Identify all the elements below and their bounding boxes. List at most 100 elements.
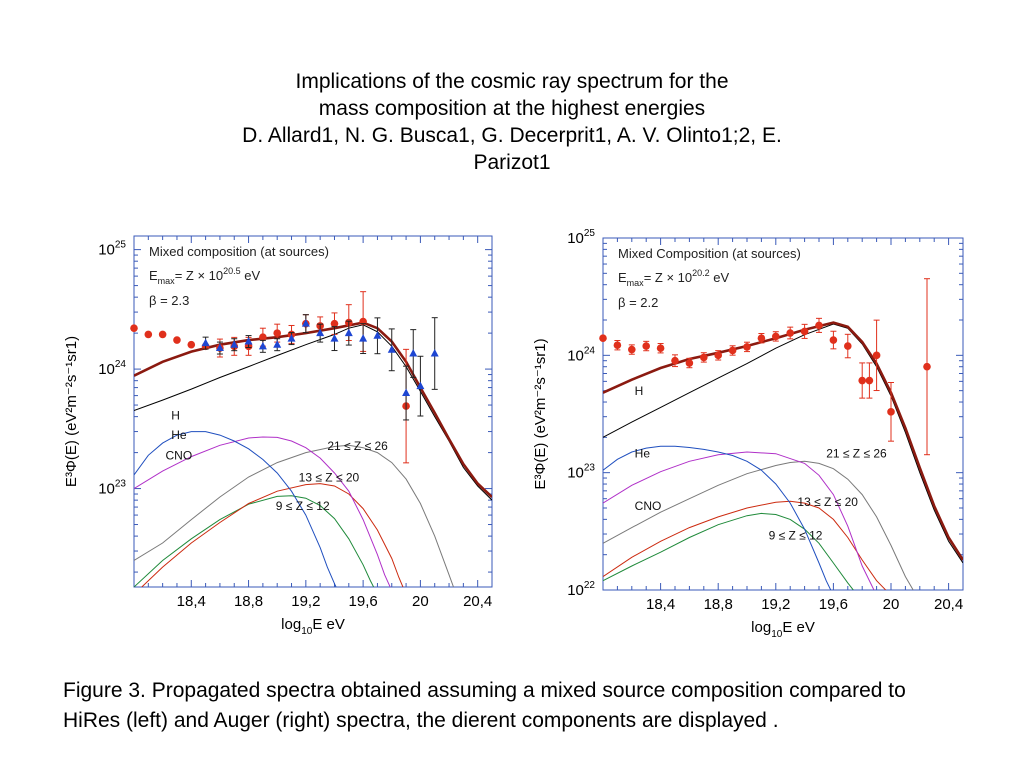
data-point-blue [301,319,310,327]
x-tick-label: 19,2 [761,596,790,613]
slide-title: Implications of the cosmic ray spectrum … [120,68,904,176]
data-point-red [844,342,852,350]
y-tick-label: 1022 [567,580,595,599]
series-line-He [134,431,337,587]
y-tick-label: 1025 [567,228,595,247]
component-label: 21 ≤ Z ≤ 26 [826,446,887,460]
series-line-Mg [134,495,375,587]
series-line-total [134,321,492,498]
series-line-CNO [134,436,391,587]
series-line-Si [141,483,404,587]
data-point-blue [215,343,224,352]
data-point-blue [287,334,296,342]
x-axis-label: log10E eV [281,616,345,637]
data-point-blue [373,331,382,339]
data-point-red [259,333,267,341]
series-line-H [603,323,963,564]
data-point-red [642,342,650,350]
data-point-red [757,334,766,342]
legend-beta: β = 2.2 [618,295,658,310]
data-point-blue [201,338,210,347]
data-point-blue [258,341,267,350]
component-label: 13 ≤ Z ≤ 20 [797,495,858,509]
data-point-red [772,332,780,341]
x-tick-label: 18,4 [646,596,675,613]
x-tick-label: 19,2 [291,593,320,610]
component-label: He [635,446,651,460]
y-tick-label: 1024 [98,359,126,378]
series-line-Fe [134,444,455,587]
component-label: He [171,428,187,442]
data-point-red [872,351,881,360]
data-point-red [858,376,866,385]
data-point-red [728,346,737,355]
data-point-red [786,329,794,337]
data-point-blue [359,334,368,342]
data-point-red [130,324,138,332]
y-axis-label: E³Φ(E) (eV²m⁻²s⁻¹sr1) [532,338,549,489]
component-label: 13 ≤ Z ≤ 20 [299,470,360,484]
data-point-red [330,319,339,328]
legend-emax: Emax= Z × 1020.2 eV [618,268,729,288]
component-label: H [635,384,644,398]
data-point-red [865,376,874,385]
component-label: H [171,408,180,422]
data-point-blue [387,345,396,353]
data-point-red [158,330,167,339]
data-point-blue [402,388,411,397]
legend-title: Mixed Composition (at sources) [618,246,801,261]
series-line-Mg [603,512,854,590]
series-line-He [603,445,832,590]
data-point-blue [344,328,353,337]
component-label: CNO [166,449,193,463]
data-point-red [800,327,809,336]
data-point-red [685,359,694,367]
data-point-red [923,362,931,371]
curves [134,321,492,587]
data-point-blue [430,349,439,357]
y-axis-label: E³Φ(E) (eV²m⁻²s⁻¹sr1) [63,336,80,487]
data-point-red [173,336,181,344]
curves [603,321,963,590]
x-tick-label: 20,4 [463,593,492,610]
x-tick-label: 18,4 [177,593,206,610]
y-tick-label: 1025 [98,240,126,259]
y-tick-label: 1023 [567,463,595,482]
data-point-red [714,351,722,360]
data-point-red [187,340,196,349]
data-point-blue [316,328,325,337]
title-line: D. Allard1, N. G. Busca1, G. Decerprit1,… [242,124,782,147]
x-tick-label: 18,8 [234,593,263,610]
component-label: 9 ≤ Z ≤ 12 [276,499,330,513]
series-line-CNO [603,451,875,590]
legend-beta: β = 2.3 [149,293,189,308]
x-tick-label: 20 [883,596,900,613]
data-point-blue-group [201,314,439,421]
data-point-red [671,356,679,365]
data-point-red [628,345,636,354]
component-label: 21 ≤ Z ≤ 26 [327,439,388,453]
title-line: Parizot1 [473,151,551,174]
x-tick-label: 20,4 [934,596,963,613]
legend-title: Mixed composition (at sources) [149,244,329,259]
data-point-red [144,330,153,339]
plot-frame [133,235,493,588]
data-point-red [613,341,622,350]
x-tick-label: 18,8 [704,596,733,613]
figure-caption: Figure 3. Propagated spectra obtained as… [63,679,906,732]
data-point-blue [273,340,282,348]
data-point-red-group [599,278,931,456]
data-point-red [887,408,895,416]
data-point-blue [330,334,339,342]
legend-emax: Emax= Z × 1020.5 eV [149,266,260,286]
y-tick-label: 1024 [567,345,595,364]
title-line: Implications of the cosmic ray spectrum … [295,70,729,93]
data-point-blue [244,337,253,345]
data-point-red [656,344,665,353]
y-tick-label: 1023 [98,479,126,498]
series-line-total [603,321,963,561]
data-point-red [743,343,751,351]
data-point-red [273,329,282,337]
